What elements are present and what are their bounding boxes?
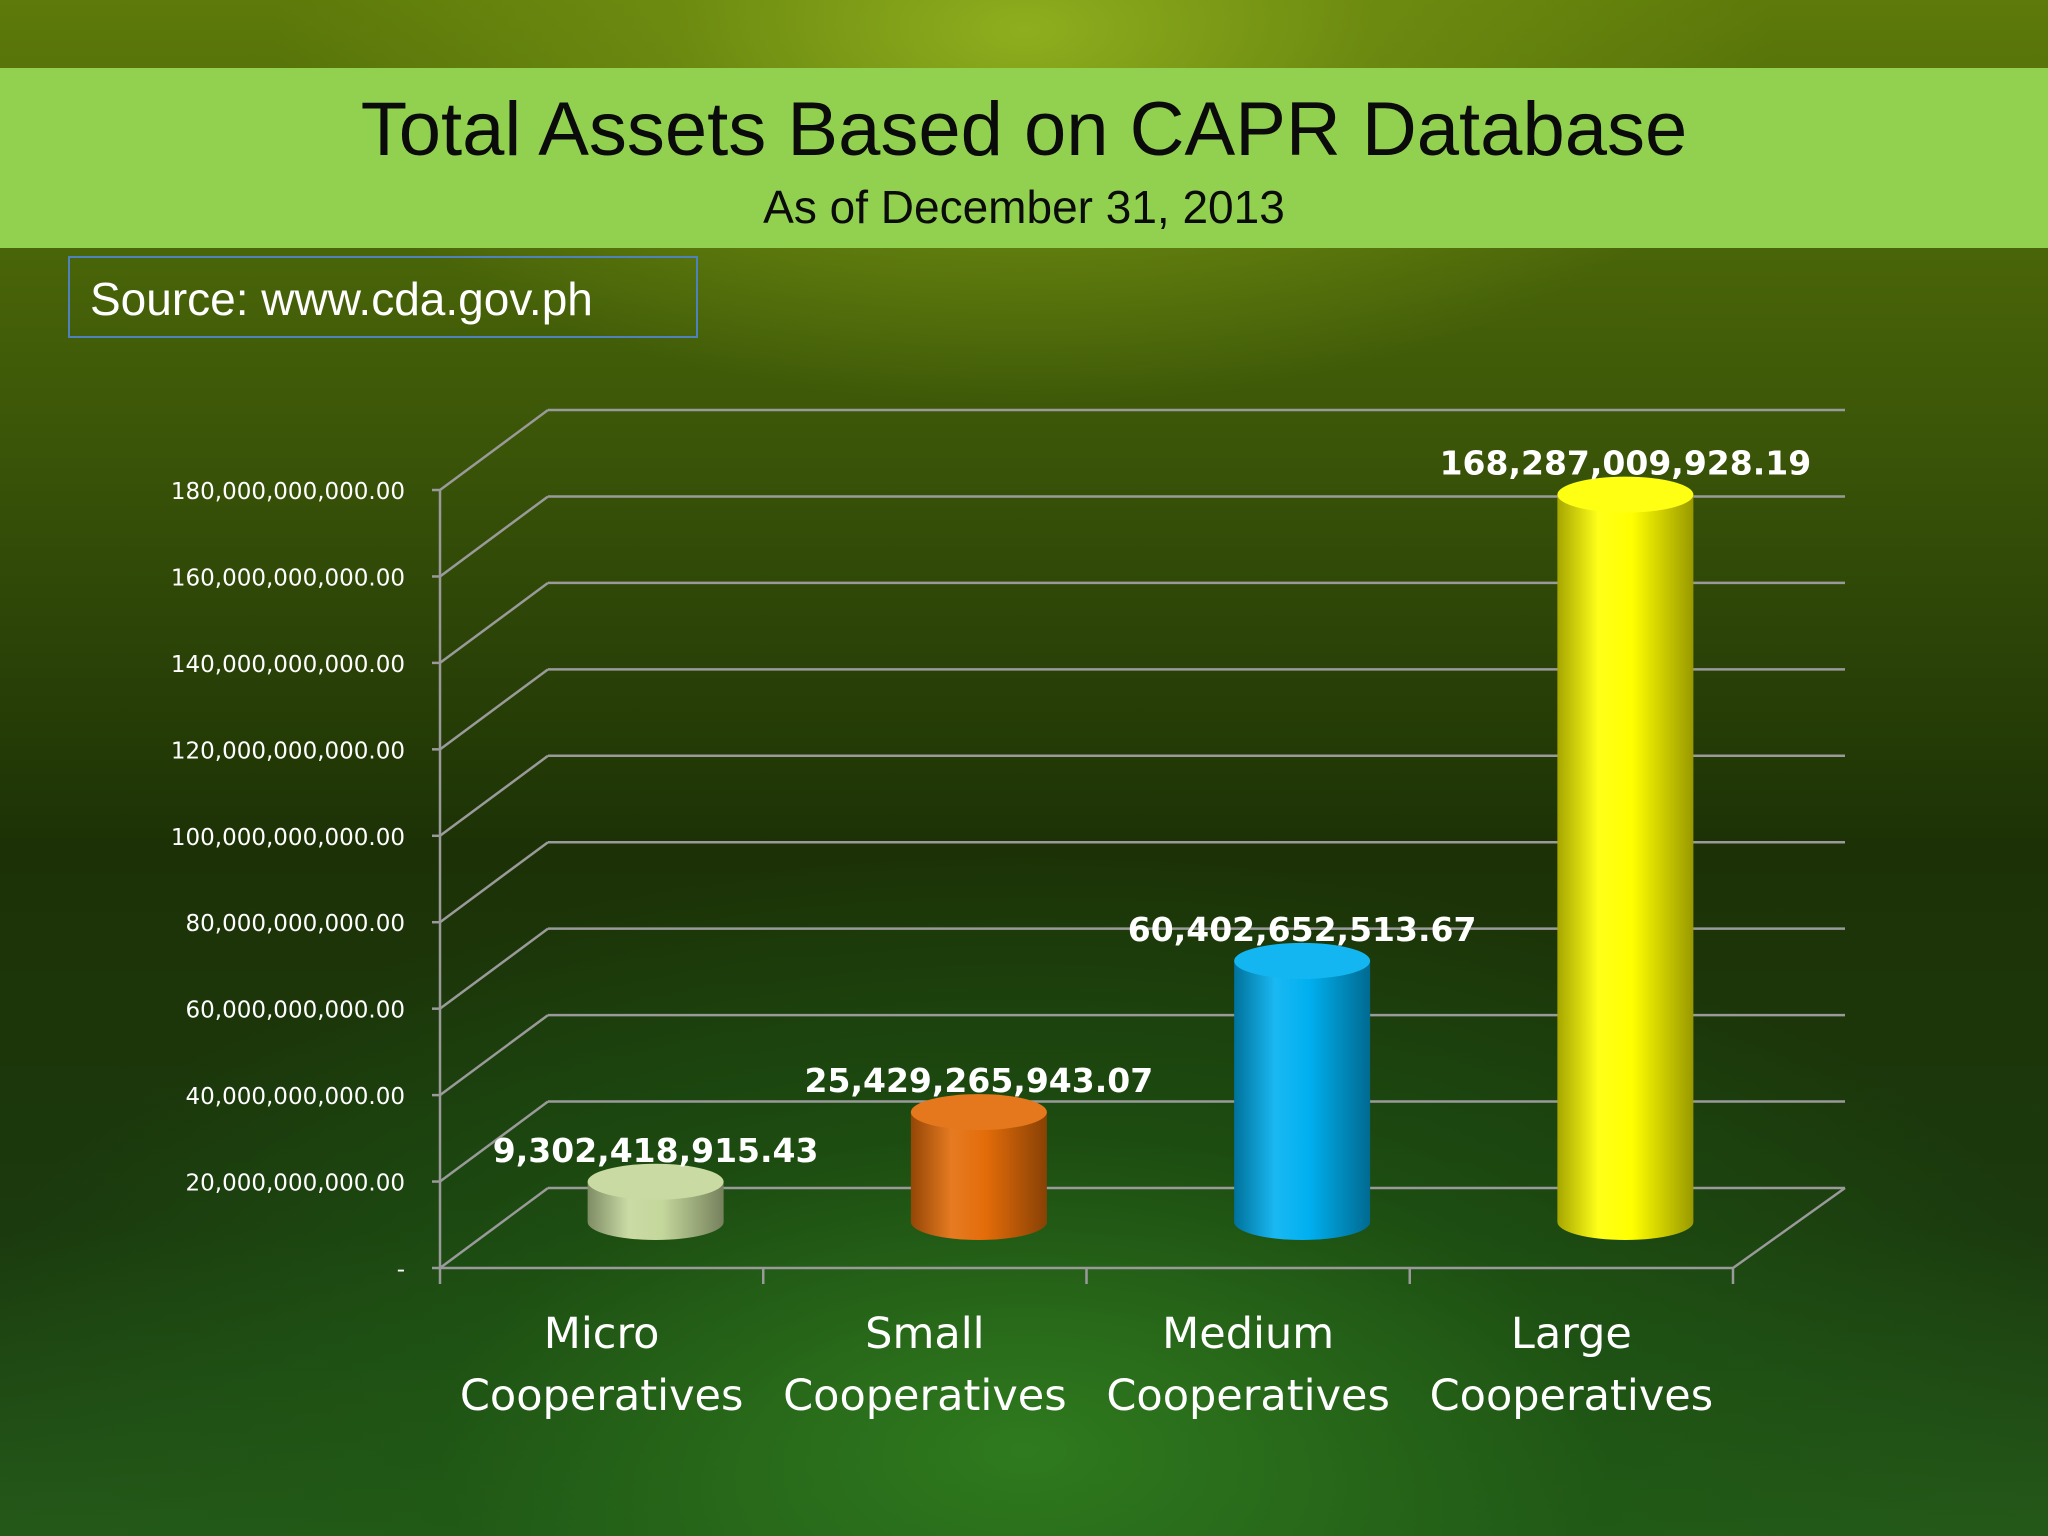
data-labels: 9,302,418,915.43 25,429,265,943.07 60,402,…	[493, 444, 1811, 1170]
y-tick-label: -	[397, 1257, 405, 1283]
chart-subtitle: As of December 31, 2013	[763, 181, 1285, 233]
gridline	[432, 408, 1845, 492]
title-band	[0, 68, 2048, 248]
y-axis-ticks: - 20,000,000,000.00 40,000,000,000.00 60,00…	[171, 479, 405, 1283]
data-label: 25,429,265,943.07	[805, 1061, 1154, 1100]
bar	[1557, 476, 1694, 1241]
x-tick-label: Medium	[1162, 1309, 1334, 1359]
chart-title: Total Assets Based on CAPR Database	[360, 87, 1688, 172]
x-tick-label: Cooperatives	[460, 1371, 744, 1421]
y-tick-label: 20,000,000,000.00	[186, 1171, 405, 1197]
bars	[587, 476, 1694, 1241]
axes	[438, 490, 1846, 1284]
bar	[1234, 942, 1371, 1241]
y-tick-label: 180,000,000,000.00	[171, 479, 405, 505]
data-label: 168,287,009,928.19	[1440, 444, 1812, 483]
source-label: Source: www.cda.gov.ph	[90, 273, 593, 325]
x-tick-label: Micro	[544, 1309, 660, 1359]
x-tick-label: Large	[1511, 1309, 1632, 1359]
x-tick-label: Cooperatives	[1430, 1371, 1714, 1421]
y-tick-label: 140,000,000,000.00	[171, 652, 405, 678]
bar	[587, 1163, 724, 1241]
data-label: 9,302,418,915.43	[493, 1131, 819, 1170]
y-tick-label: 160,000,000,000.00	[171, 565, 405, 591]
y-tick-label: 60,000,000,000.00	[186, 998, 405, 1024]
x-tick-label: Small	[865, 1309, 984, 1359]
y-tick-label: 100,000,000,000.00	[171, 825, 405, 851]
bar	[910, 1094, 1047, 1241]
x-tick-label: Cooperatives	[1106, 1371, 1390, 1421]
x-tick-label: Cooperatives	[783, 1371, 1067, 1421]
y-tick-label: 80,000,000,000.00	[186, 911, 405, 937]
y-tick-label: 40,000,000,000.00	[186, 1084, 405, 1110]
source-box: Source: www.cda.gov.ph	[68, 256, 698, 338]
data-label: 60,402,652,513.67	[1128, 910, 1477, 949]
x-axis-ticks: Micro Cooperatives Small Cooperatives Medium…	[460, 1309, 1713, 1421]
y-tick-label: 120,000,000,000.00	[171, 738, 405, 764]
